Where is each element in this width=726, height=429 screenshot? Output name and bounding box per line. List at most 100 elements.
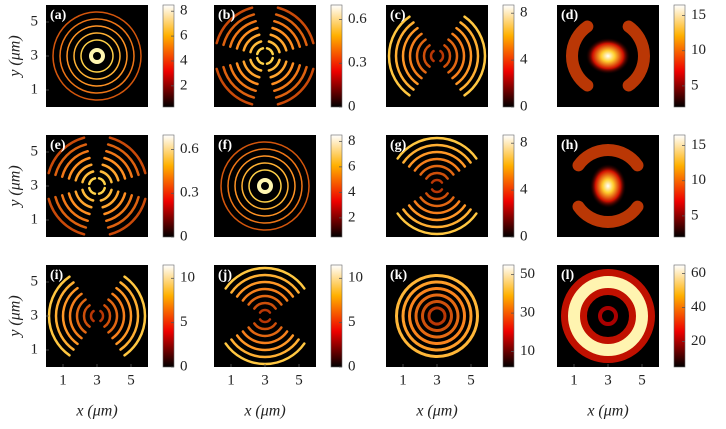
- colorbar-tick-label: 0: [520, 228, 528, 244]
- intensity-ring: [241, 330, 289, 345]
- intensity-ring: [566, 20, 594, 92]
- intensity-ring: [413, 157, 461, 172]
- intensity-ring: [427, 306, 447, 326]
- intensity-ring: [47, 136, 86, 175]
- y-tick-label: 5: [31, 273, 39, 289]
- intensity-ring: [451, 32, 466, 80]
- intensity-blob: [590, 164, 626, 208]
- intensity-ring: [463, 15, 487, 97]
- panel-label: (c): [390, 8, 406, 23]
- colorbar-tick-label: 0: [348, 358, 356, 374]
- intensity-ring: [222, 65, 256, 99]
- intensity-ring: [241, 162, 289, 210]
- intensity-ring: [228, 64, 257, 93]
- colorbar-tick-label: 2: [348, 209, 356, 225]
- intensity-ring: [256, 56, 265, 65]
- colorbar-tick-label: 0: [348, 98, 356, 114]
- y-axis-label: y (μm): [7, 295, 24, 338]
- intensity-ring: [415, 38, 427, 74]
- y-axis-label: y (μm): [7, 165, 24, 208]
- x-axis-label: x (μm): [415, 403, 457, 420]
- x-tick-label: 1: [227, 372, 235, 388]
- colorbar: [502, 134, 515, 238]
- colorbar: [162, 264, 175, 368]
- intensity-ring: [572, 144, 644, 172]
- intensity-ring: [253, 322, 277, 331]
- intensity-ring: [274, 13, 308, 47]
- colorbar-tick-label: 10: [520, 343, 535, 359]
- x-tick-label: 3: [433, 372, 441, 388]
- x-tick-label: 3: [93, 372, 101, 388]
- colorbar-tick-label: 0.6: [180, 141, 199, 157]
- colorbar-tick-label: 10: [691, 172, 706, 188]
- intensity-map: [557, 5, 659, 107]
- intensity-ring: [256, 47, 265, 56]
- panel-label: (j): [218, 268, 232, 283]
- intensity-ring: [273, 64, 302, 93]
- intensity-ring: [89, 309, 95, 323]
- intensity-ring: [54, 143, 88, 177]
- intensity-ring: [430, 178, 444, 184]
- intensity-ring: [267, 40, 281, 54]
- intensity-ring: [220, 141, 310, 231]
- intensity-ring: [407, 150, 467, 168]
- intensity-ring: [99, 170, 113, 184]
- intensity-ring: [572, 200, 644, 228]
- colorbar: [162, 4, 175, 108]
- intensity-ring: [430, 188, 444, 194]
- intensity-ring: [407, 204, 467, 222]
- intensity-ring: [88, 186, 97, 195]
- intensity-ring: [68, 292, 83, 340]
- map-background: [214, 5, 316, 107]
- colorbar: [502, 4, 515, 108]
- panel-label: (l): [561, 268, 575, 283]
- x-tick-label: 5: [467, 372, 475, 388]
- intensity-ring: [81, 188, 95, 202]
- intensity-ring: [97, 177, 106, 186]
- intensity-ring: [230, 338, 300, 359]
- intensity-ring: [455, 26, 473, 86]
- intensity-ring: [119, 281, 140, 351]
- intensity-ring: [73, 32, 121, 80]
- intensity-ring: [123, 275, 147, 357]
- y-tick-label: 5: [31, 13, 39, 29]
- intensity-ring: [115, 286, 133, 346]
- colorbar-tick-label: 4: [348, 184, 356, 200]
- y-tick-label: 1: [31, 341, 39, 357]
- intensity-ring: [103, 304, 112, 328]
- colorbar-tick-label: 8: [180, 3, 188, 19]
- intensity-ring: [106, 143, 140, 177]
- colorbar-tick-label: 8: [348, 133, 356, 149]
- x-tick-label: 1: [399, 372, 407, 388]
- colorbar-tick-label: 4: [520, 52, 528, 68]
- colorbar-tick-label: 10: [348, 270, 363, 286]
- intensity-ring: [267, 58, 281, 72]
- intensity-ring: [224, 266, 306, 290]
- intensity-ring: [439, 49, 445, 63]
- intensity-ring: [52, 11, 142, 101]
- intensity-ring: [107, 298, 119, 334]
- intensity-ring: [89, 48, 105, 64]
- intensity-ring: [419, 196, 455, 208]
- intensity-ring: [230, 273, 300, 294]
- panel-label: (e): [50, 138, 66, 153]
- intensity-ring: [274, 65, 308, 99]
- y-tick-label: 1: [31, 211, 39, 227]
- colorbar-tick-label: 20: [691, 333, 706, 349]
- intensity-ring: [88, 177, 97, 186]
- x-tick-label: 3: [261, 372, 269, 388]
- colorbar-tick-label: 8: [520, 5, 528, 21]
- intensity-ring: [249, 40, 263, 54]
- intensity-ring: [258, 318, 272, 324]
- intensity-ring: [568, 276, 648, 356]
- y-tick-label: 3: [31, 47, 39, 63]
- intensity-ring: [99, 309, 105, 323]
- colorbar-tick-label: 0: [180, 358, 188, 374]
- colorbar-tick-label: 5: [348, 314, 356, 330]
- intensity-ring: [248, 169, 282, 203]
- intensity-ring: [622, 20, 650, 92]
- intensity-ring: [81, 170, 95, 184]
- intensity-ring: [258, 308, 272, 314]
- intensity-ring: [80, 39, 114, 73]
- intensity-ring: [421, 300, 453, 332]
